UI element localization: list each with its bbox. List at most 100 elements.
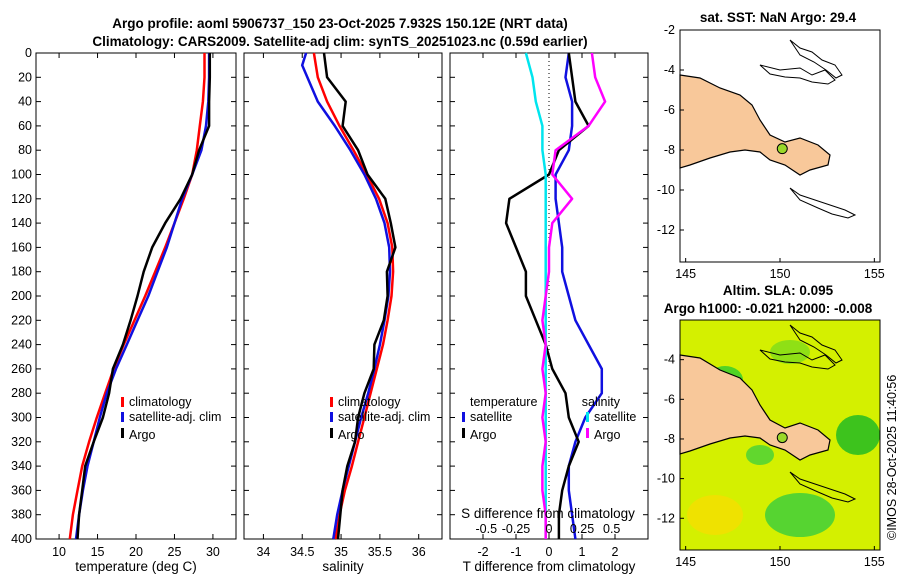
- y-tick-label: 220: [11, 313, 32, 327]
- x-tick-label: 25: [168, 545, 182, 559]
- legend-label-s-satellite: satellite: [594, 410, 636, 424]
- legend-title-temperature: temperature: [470, 395, 537, 409]
- legend-swatch-climatology: [121, 397, 124, 407]
- legend-label-climatology: climatology: [338, 395, 401, 409]
- x-axis-label: salinity: [322, 559, 364, 574]
- y-tick-label: 140: [11, 216, 32, 230]
- sst-map-title: sat. SST: NaN Argo: 29.4: [700, 10, 857, 25]
- sst-island-new-ireland: [789, 39, 843, 79]
- series-line-climatology: [312, 52, 395, 540]
- difference-panel: -2 -1 0 1 2T difference from climatology: [449, 52, 649, 574]
- s-tick-label: 0.25: [570, 522, 594, 536]
- map-x-tick-label: 155: [864, 555, 885, 569]
- sst-argo-marker: [776, 143, 788, 155]
- legend-title-salinity: salinity: [582, 395, 621, 409]
- y-tick-label: 20: [18, 70, 32, 84]
- sla-map-title: Altim. SLA: 0.095: [723, 283, 834, 298]
- sst-island-new-britain: [759, 64, 836, 85]
- series-line-t-satellite: [554, 52, 604, 540]
- legend-swatch-argo: [330, 428, 333, 438]
- sla-eddy: [687, 495, 743, 535]
- s-tick-label: -0.25: [502, 522, 531, 536]
- legend-label-argo: Argo: [129, 428, 155, 442]
- sla-island-new-britain: [759, 349, 836, 370]
- y-tick-label: 260: [11, 362, 32, 376]
- map-y-tick-label: -2: [664, 23, 675, 37]
- y-tick-label: 340: [11, 459, 32, 473]
- y-tick-label: 400: [11, 532, 32, 546]
- legend-label-satellite: satellite-adj. clim: [129, 410, 221, 424]
- y-tick-label: 160: [11, 240, 32, 254]
- y-tick-label: 360: [11, 483, 32, 497]
- temperature-legend: climatology satellite-adj. clim Argo: [121, 395, 221, 442]
- title-line-1: Argo profile: aoml 5906737_150 23-Oct-20…: [112, 16, 567, 31]
- series-line-climatology: [68, 53, 206, 540]
- x-tick-label: 2: [612, 545, 619, 559]
- x-axis-label: temperature (deg C): [75, 559, 197, 574]
- map-y-tick-label: -12: [657, 511, 675, 525]
- y-tick-label: 60: [18, 119, 32, 133]
- map-x-tick-label: 145: [675, 555, 696, 569]
- s-tick-label: -0.5: [476, 522, 498, 536]
- y-tick-label: 280: [11, 386, 32, 400]
- sla-eddy: [765, 493, 835, 537]
- y-tick-label: 300: [11, 411, 32, 425]
- map-y-tick-label: -8: [664, 143, 675, 157]
- legend-label-t-argo: Argo: [470, 428, 496, 442]
- sla-eddy: [746, 445, 774, 465]
- map-y-tick-label: -6: [664, 103, 675, 117]
- legend-swatch-t-satellite: [462, 412, 465, 422]
- x-tick-label: 35.5: [368, 545, 392, 559]
- map-x-tick-label: 155: [864, 267, 885, 281]
- sla-island-new-ireland: [789, 324, 843, 364]
- legend-label-argo: Argo: [338, 428, 364, 442]
- y-tick-label: 200: [11, 289, 32, 303]
- s-tick-label: 0: [546, 522, 553, 536]
- series-line-s-argo: [541, 52, 607, 539]
- legend-swatch-satellite: [121, 412, 124, 422]
- map-y-tick-label: -4: [664, 63, 675, 77]
- legend-swatch-satellite: [330, 412, 333, 422]
- y-tick-label: 240: [11, 338, 32, 352]
- legend-swatch-s-satellite: [586, 412, 589, 422]
- legend-label-satellite: satellite-adj. clim: [338, 410, 430, 424]
- series-line-satellite-adj-clim: [74, 53, 211, 540]
- imos-credit: ©IMOS 28-Oct-2025 11:40:56: [885, 375, 899, 540]
- map-y-tick-label: -8: [664, 432, 675, 446]
- sla-map: Altim. SLA: 0.095 Argo h1000: -0.021 h20…: [657, 283, 885, 569]
- x-tick-label: -1: [510, 545, 521, 559]
- y-tick-label: 40: [18, 95, 32, 109]
- legend-label-climatology: climatology: [129, 395, 192, 409]
- salinity-legend: climatology satellite-adj. clim Argo: [330, 395, 430, 442]
- legend-swatch-climatology: [330, 397, 333, 407]
- legend-label-t-satellite: satellite: [470, 410, 512, 424]
- sst-map: sat. SST: NaN Argo: 29.4 145 150 155 -2 -4 -6…: [657, 10, 885, 281]
- map-x-tick-label: 150: [770, 555, 791, 569]
- legend-swatch-s-argo: [586, 428, 589, 438]
- y-tick-label: 120: [11, 192, 32, 206]
- y-tick-label: 380: [11, 508, 32, 522]
- legend-swatch-argo: [121, 428, 124, 438]
- title-line-2: Climatology: CARS2009. Satellite-adj cli…: [92, 34, 587, 49]
- sla-eddy: [836, 415, 880, 455]
- x-tick-label: -2: [477, 545, 488, 559]
- x-tick-label: 34: [256, 545, 270, 559]
- sst-islands-louisiades: [789, 187, 857, 219]
- x-tick-label: 20: [129, 545, 143, 559]
- map-x-tick-label: 145: [675, 267, 696, 281]
- x-tick-label: 0: [546, 545, 553, 559]
- sla-map-subtitle: Argo h1000: -0.021 h2000: -0.008: [664, 301, 873, 316]
- sst-land-png: [679, 74, 831, 176]
- x-tick-label: 30: [206, 545, 220, 559]
- s-difference-ticks: -0.5 -0.25 0 0.25 0.5: [476, 522, 621, 536]
- s-difference-label: S difference from climatology: [461, 506, 635, 521]
- y-tick-label: 80: [18, 143, 32, 157]
- difference-legend: temperature salinity satellite Argo sate…: [462, 395, 636, 442]
- map-y-tick-label: -6: [664, 392, 675, 406]
- x-tick-label: 35: [334, 545, 348, 559]
- sla-land-png: [679, 354, 831, 461]
- map-y-tick-label: -10: [657, 183, 675, 197]
- sla-map-ticks: 145 150 155 -4 -6 -8 -10 -12: [657, 353, 885, 569]
- sst-map-ticks: 145 150 155 -2 -4 -6 -8 -10 -12: [657, 23, 885, 281]
